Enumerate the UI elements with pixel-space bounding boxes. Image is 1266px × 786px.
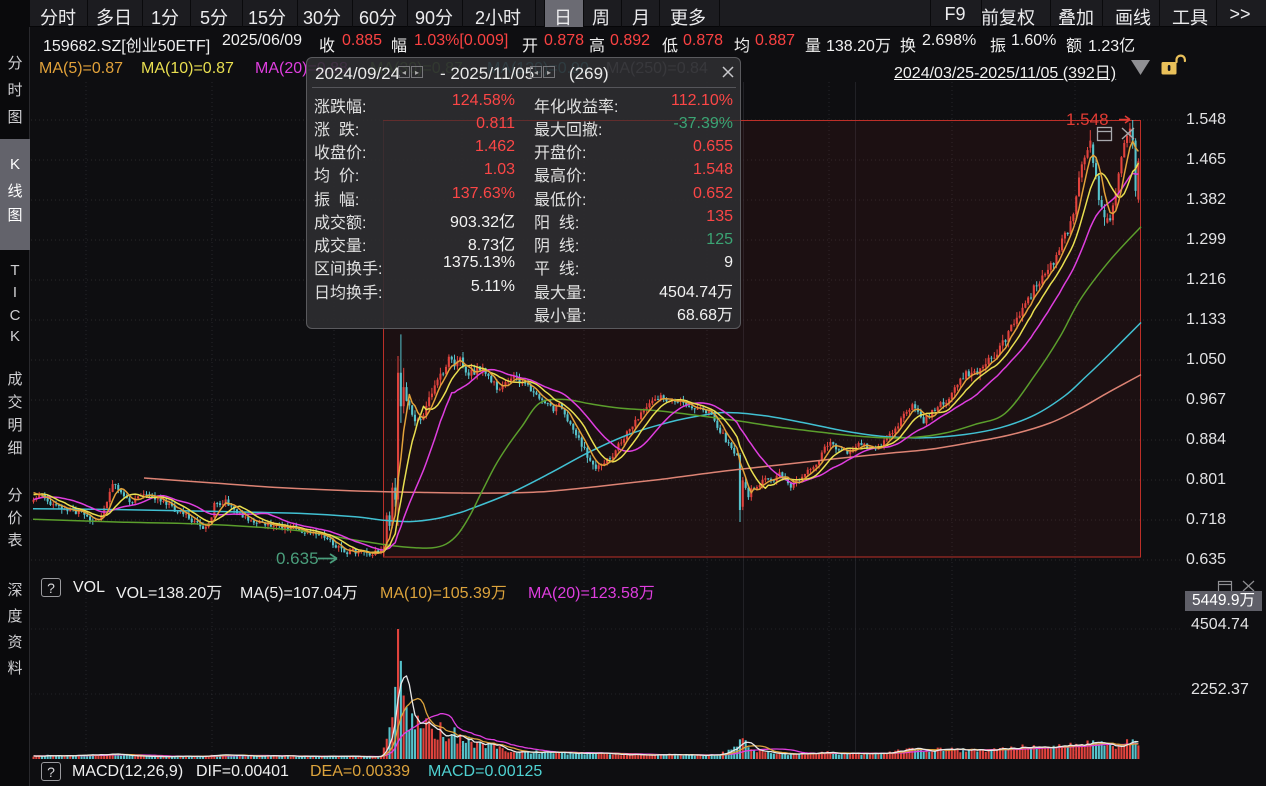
- svg-text:0.635: 0.635: [276, 549, 319, 568]
- svg-text:1.548: 1.548: [1066, 110, 1109, 129]
